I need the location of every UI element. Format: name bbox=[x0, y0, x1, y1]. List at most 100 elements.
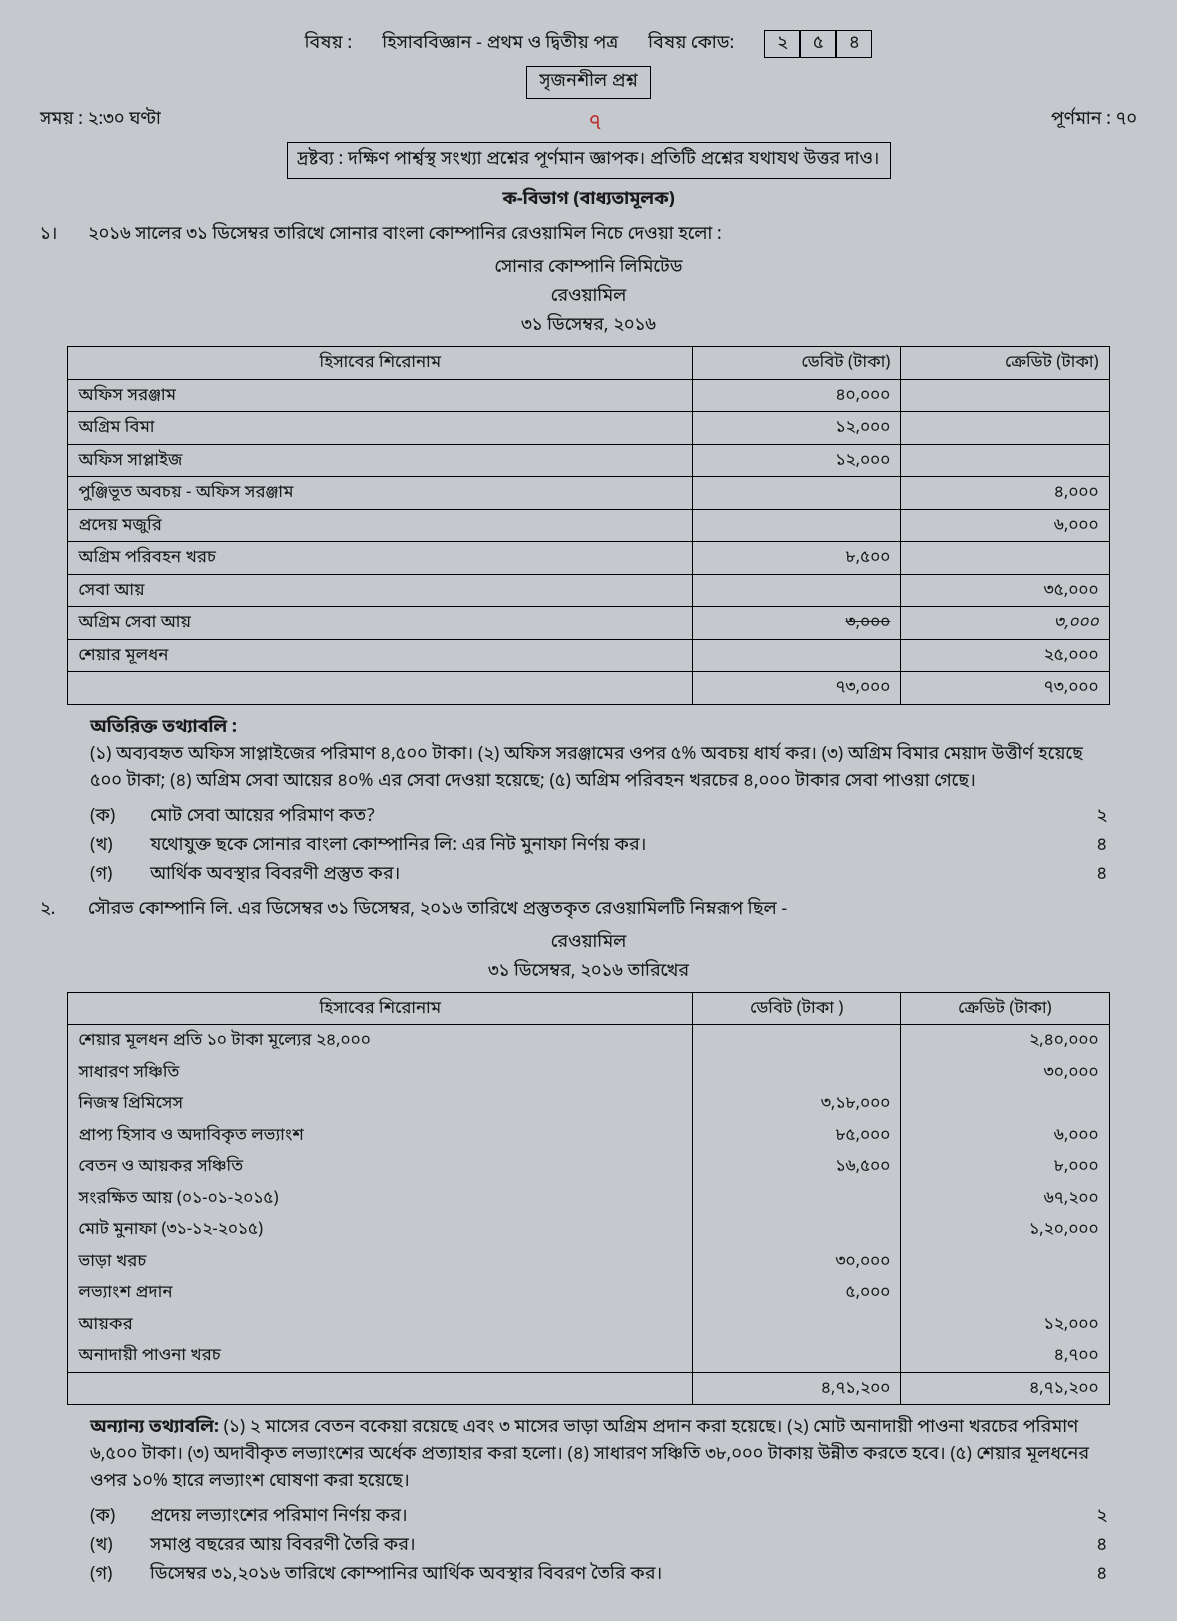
q1-info-text: (১) অব্যবহৃত অফিস সাপ্লাইজের পরিমাণ ৪,৫০… bbox=[90, 742, 1107, 796]
row-credit bbox=[901, 412, 1109, 445]
q2-intro: সৌরভ কোম্পানি লি. এর ডিসেম্বর ৩১ ডিসেম্ব… bbox=[88, 897, 787, 924]
row-debit: ১২,০০০ bbox=[693, 412, 901, 445]
subq-label: (খ) bbox=[90, 833, 150, 860]
row-title: প্রদেয় মজুরি bbox=[68, 509, 693, 542]
q1-date: ৩১ ডিসেম্বর, ২০১৬ bbox=[40, 313, 1137, 340]
row-debit bbox=[693, 1183, 901, 1215]
question-2: ২. সৌরভ কোম্পানি লি. এর ডিসেম্বর ৩১ ডিসে… bbox=[40, 897, 1137, 924]
subq-mark: ৪ bbox=[1077, 862, 1107, 889]
row-credit: ১,২০,০০০ bbox=[901, 1214, 1109, 1246]
subq-text: যথোযুক্ত ছকে সোনার বাংলা কোম্পানির লি: এ… bbox=[150, 833, 1077, 860]
table-row: প্রদেয় মজুরি ৬,০০০ bbox=[68, 509, 1109, 542]
q2-total-title bbox=[68, 1372, 693, 1405]
row-debit bbox=[693, 1309, 901, 1341]
row-debit bbox=[693, 1214, 901, 1246]
q1-info-title: অতিরিক্ত তথ্যাবলি : bbox=[90, 715, 1107, 742]
handwritten-page-number: ৭ bbox=[589, 107, 602, 140]
subq-label: (গ) bbox=[90, 862, 150, 889]
q2-info-title: অন্যান্য তথ্যাবলি: bbox=[90, 1416, 219, 1440]
row-debit bbox=[693, 1025, 901, 1057]
subq-label: (খ) bbox=[90, 1533, 150, 1560]
row-credit: ৪,০০০ bbox=[901, 477, 1109, 510]
row-debit: ৮,৫০০ bbox=[693, 542, 901, 575]
row-debit: ৭৩,০০০ bbox=[693, 672, 901, 705]
time-marks-row: সময় : ২:৩০ ঘণ্টা ৭ পূর্ণমান : ৭০ bbox=[40, 107, 1137, 134]
row-credit bbox=[901, 1246, 1109, 1278]
row-debit: ১৬,৫০০ bbox=[693, 1151, 901, 1183]
row-title: অফিস সাপ্লাইজ bbox=[68, 444, 693, 477]
row-credit: ৮,০০০ bbox=[901, 1151, 1109, 1183]
row-credit bbox=[901, 379, 1109, 412]
q2-th-title: হিসাবের শিরোনাম bbox=[68, 992, 693, 1025]
row-debit: ১২,০০০ bbox=[693, 444, 901, 477]
row-credit bbox=[901, 542, 1109, 575]
row-credit: ৩৫,০০০ bbox=[901, 574, 1109, 607]
table-row: অফিস সাপ্লাইজ১২,০০০ bbox=[68, 444, 1109, 477]
code-boxes: ২ ৫ ৪ bbox=[764, 30, 872, 58]
row-credit: ৭৩,০০০ bbox=[901, 672, 1109, 705]
q2-info-text: (১) ২ মাসের বেতন বকেয়া রয়েছে এবং ৩ মাস… bbox=[90, 1416, 1089, 1494]
q2-subq-2: (গ)ডিসেম্বর ৩১,২০১৬ তারিখে কোম্পানির আর্… bbox=[90, 1562, 1107, 1589]
row-debit: ৩,১৮,০০০ bbox=[693, 1088, 901, 1120]
subq-text: সমাপ্ত বছরের আয় বিবরণী তৈরি কর। bbox=[150, 1533, 1077, 1560]
table-row: বেতন ও আয়কর সঞ্চিতি১৬,৫০০৮,০০০ bbox=[68, 1151, 1109, 1183]
row-credit: ৬৭,২০০ bbox=[901, 1183, 1109, 1215]
row-title: বেতন ও আয়কর সঞ্চিতি bbox=[68, 1151, 693, 1183]
q1-th-credit: ক্রেডিট (টাকা) bbox=[901, 347, 1109, 380]
table-row: সাধারণ সঞ্চিতি ৩০,০০০ bbox=[68, 1057, 1109, 1089]
row-title: শেয়ার মূলধন bbox=[68, 639, 693, 672]
subq-mark: ৪ bbox=[1077, 833, 1107, 860]
row-debit bbox=[693, 1340, 901, 1372]
subq-mark: ২ bbox=[1077, 1504, 1107, 1531]
subq-mark: ২ bbox=[1077, 804, 1107, 831]
subject-row: বিষয় : হিসাববিজ্ঞান - প্রথম ও দ্বিতীয় … bbox=[40, 30, 1137, 58]
subq-mark: ৪ bbox=[1077, 1533, 1107, 1560]
row-credit bbox=[901, 1088, 1109, 1120]
table-row: প্রাপ্য হিসাব ও অদাবিকৃত লভ্যাংশ৮৫,০০০৬,… bbox=[68, 1120, 1109, 1152]
row-credit: ৪,৭০০ bbox=[901, 1340, 1109, 1372]
subq-label: (গ) bbox=[90, 1562, 150, 1589]
question-1: ১। ২০১৬ সালের ৩১ ডিসেম্বর তারিখে সোনার ব… bbox=[40, 222, 1137, 249]
row-title bbox=[68, 672, 693, 705]
table-row: পুঞ্জিভূত অবচয় - অফিস সরঞ্জাম৪,০০০ bbox=[68, 477, 1109, 510]
table-row: ভাড়া খরচ৩০,০০০ bbox=[68, 1246, 1109, 1278]
q1-subq-0: (ক)মোট সেবা আয়ের পরিমাণ কত?২ bbox=[90, 804, 1107, 831]
table-row: নিজস্ব প্রিমিসেস৩,১৮,০০০ bbox=[68, 1088, 1109, 1120]
subject-label: বিষয় : bbox=[305, 31, 353, 58]
subq-text: মোট সেবা আয়ের পরিমাণ কত? bbox=[150, 804, 1077, 831]
row-credit: ২,৪০,০০০ bbox=[901, 1025, 1109, 1057]
row-title: নিজস্ব প্রিমিসেস bbox=[68, 1088, 693, 1120]
subq-label: (ক) bbox=[90, 804, 150, 831]
row-debit bbox=[693, 1057, 901, 1089]
row-credit: ৬,০০০ bbox=[901, 509, 1109, 542]
q2-number: ২. bbox=[40, 897, 70, 924]
subq-text: ডিসেম্বর ৩১,২০১৬ তারিখে কোম্পানির আর্থিক… bbox=[150, 1562, 1077, 1589]
q2-statement: রেওয়ামিল bbox=[40, 930, 1137, 957]
q2-total-debit: ৪,৭১,২০০ bbox=[693, 1372, 901, 1405]
table-row: অফিস সরঞ্জাম৪০,০০০ bbox=[68, 379, 1109, 412]
table-row: সেবা আয়৩৫,০০০ bbox=[68, 574, 1109, 607]
q2-info-block: অন্যান্য তথ্যাবলি: (১) ২ মাসের বেতন বকেয… bbox=[90, 1415, 1107, 1496]
q2-subq-0: (ক)প্রদেয় লভ্যাংশের পরিমাণ নির্ণয় কর।২ bbox=[90, 1504, 1107, 1531]
question-type-row: সৃজনশীল প্রশ্ন bbox=[40, 66, 1137, 99]
row-debit: ৮৫,০০০ bbox=[693, 1120, 901, 1152]
table-row: আয়কর১২,০০০ bbox=[68, 1309, 1109, 1341]
code-label: বিষয় কোড: bbox=[648, 31, 734, 58]
section-title: ক-বিভাগ (বাধ্যতামূলক) bbox=[40, 187, 1137, 214]
subq-mark: ৪ bbox=[1077, 1562, 1107, 1589]
q1-company: সোনার কোম্পানি লিমিটেড bbox=[40, 255, 1137, 282]
subject-value: হিসাববিজ্ঞান - প্রথম ও দ্বিতীয় পত্র bbox=[382, 31, 618, 58]
table-row: শেয়ার মূলধন প্রতি ১০ টাকা মূল্যের ২৪,০০… bbox=[68, 1025, 1109, 1057]
table-row: ৭৩,০০০৭৩,০০০ bbox=[68, 672, 1109, 705]
q1-info-block: অতিরিক্ত তথ্যাবলি : (১) অব্যবহৃত অফিস সা… bbox=[90, 715, 1107, 796]
q1-table: হিসাবের শিরোনাম ডেবিট (টাকা) ক্রেডিট (টা… bbox=[67, 346, 1109, 705]
row-title: অগ্রিম সেবা আয় bbox=[68, 607, 693, 640]
subq-label: (ক) bbox=[90, 1504, 150, 1531]
full-marks-label: পূর্ণমান : ৭০ bbox=[1051, 107, 1137, 134]
q2-total-row: ৪,৭১,২০০ ৪,৭১,২০০ bbox=[68, 1372, 1109, 1405]
q1-subq-1: (খ)যথোযুক্ত ছকে সোনার বাংলা কোম্পানির লি… bbox=[90, 833, 1107, 860]
row-credit: ৩০,০০০ bbox=[901, 1057, 1109, 1089]
q1-table-header-row: হিসাবের শিরোনাম ডেবিট (টাকা) ক্রেডিট (টা… bbox=[68, 347, 1109, 380]
row-title: সাধারণ সঞ্চিতি bbox=[68, 1057, 693, 1089]
row-title: ভাড়া খরচ bbox=[68, 1246, 693, 1278]
